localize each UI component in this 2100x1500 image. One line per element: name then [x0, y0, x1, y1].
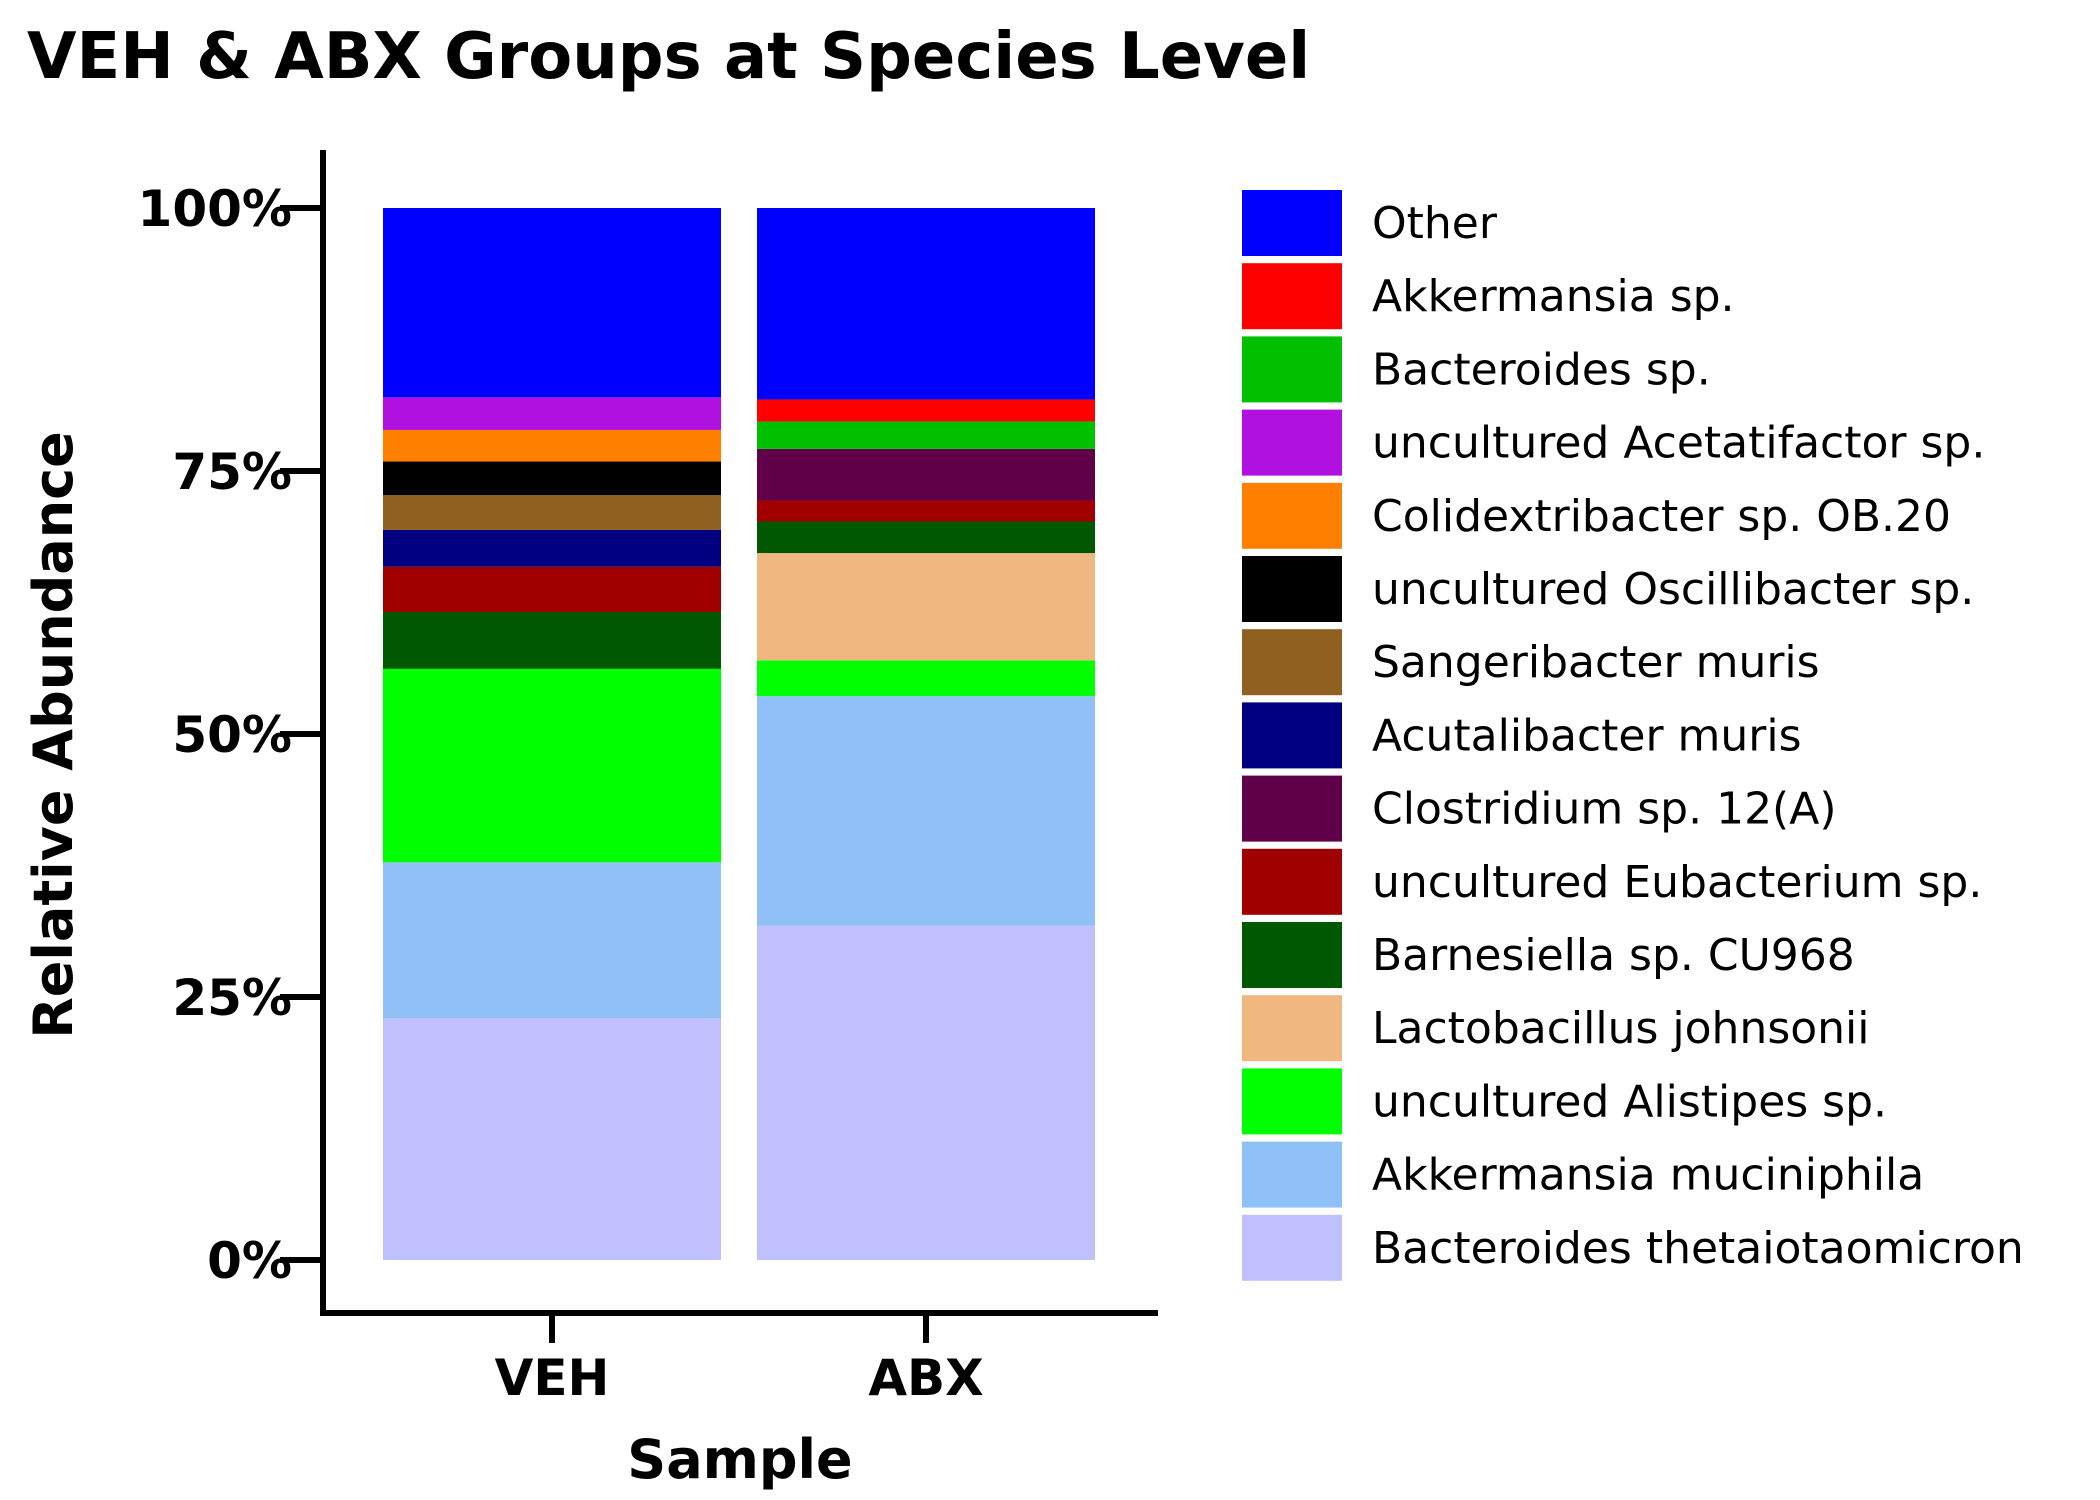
legend-label: uncultured Acetatifactor sp.: [1372, 418, 1985, 469]
legend-label: Bacteroides thetaiotaomicron: [1372, 1223, 2024, 1274]
bar-segment: [757, 448, 1095, 501]
legend-swatch: [1242, 556, 1342, 622]
legend-swatch: [1242, 995, 1342, 1062]
y-tick-label: 50%: [172, 706, 292, 764]
y-ticks: 0% 25% 50% 75% 100%: [138, 180, 323, 1290]
legend-label: Akkermansia sp.: [1372, 271, 1735, 322]
legend-label: Barnesiella sp. CU968: [1372, 930, 1855, 981]
legend-label: uncultured Eubacterium sp.: [1372, 857, 1982, 908]
bar-segment: [383, 495, 721, 530]
y-tick-label: 0%: [207, 1232, 292, 1290]
bar-segment: [757, 208, 1095, 400]
bar-segment: [757, 925, 1095, 1260]
legend-label: uncultured Oscillibacter sp.: [1372, 564, 1974, 615]
bars: [383, 208, 1095, 1260]
legend-swatch: [1242, 336, 1342, 403]
bar-segment: [383, 461, 721, 496]
x-ticks: VEH ABX: [495, 1313, 984, 1407]
legend-swatch: [1242, 702, 1342, 769]
bar-segment: [757, 500, 1095, 522]
legend-label: Sangeribacter muris: [1372, 637, 1820, 688]
legend-swatch: [1242, 1068, 1342, 1135]
bar-segment: [383, 397, 721, 430]
legend-label: Akkermansia muciniphila: [1372, 1150, 1924, 1201]
x-axis-title: Sample: [627, 1428, 852, 1491]
legend-swatch: [1242, 190, 1342, 256]
legend-label: Acutalibacter muris: [1372, 710, 1802, 761]
legend-swatch: [1242, 409, 1342, 476]
y-tick-label: 100%: [138, 180, 292, 238]
bar-segment: [383, 529, 721, 567]
bar-segment: [757, 553, 1095, 661]
legend: Other Akkermansia sp. Bacteroides sp. uncul…: [1242, 190, 2024, 1281]
bar-segment: [383, 566, 721, 612]
y-tick-label: 25%: [172, 969, 292, 1027]
legend-swatch: [1242, 848, 1342, 915]
y-tick-label: 75%: [172, 443, 292, 501]
bar-segment: [757, 399, 1095, 422]
chart-title: VEH & ABX Groups at Species Level: [27, 20, 1310, 94]
y-axis-title: Relative Abundance: [22, 431, 85, 1039]
legend-label: Clostridium sp. 12(A): [1372, 784, 1837, 835]
legend-label: Other: [1372, 198, 1498, 249]
legend-swatch: [1242, 1141, 1342, 1208]
bar-segment: [757, 521, 1095, 554]
legend-swatch: [1242, 629, 1342, 696]
x-tick-label: ABX: [868, 1349, 983, 1407]
bar-segment: [383, 208, 721, 398]
legend-label: Lactobacillus johnsonii: [1372, 1003, 1870, 1054]
bar-segment: [383, 668, 721, 863]
bar-segment: [383, 429, 721, 462]
bar-segment: [383, 1018, 721, 1260]
legend-swatch: [1242, 775, 1342, 842]
legend-swatch: [1242, 922, 1342, 988]
bar-segment: [757, 696, 1095, 926]
legend-swatch: [1242, 482, 1342, 549]
legend-swatch: [1242, 1214, 1342, 1281]
x-tick-label: VEH: [495, 1349, 610, 1407]
legend-swatch: [1242, 263, 1342, 330]
legend-label: uncultured Alistipes sp.: [1372, 1076, 1887, 1127]
bar-segment: [383, 611, 721, 669]
bar-segment: [757, 660, 1095, 697]
legend-label: Colidextribacter sp. OB.20: [1372, 491, 1951, 542]
legend-label: Bacteroides sp.: [1372, 344, 1711, 395]
bar-segment: [757, 421, 1095, 449]
bar-segment: [383, 862, 721, 1019]
